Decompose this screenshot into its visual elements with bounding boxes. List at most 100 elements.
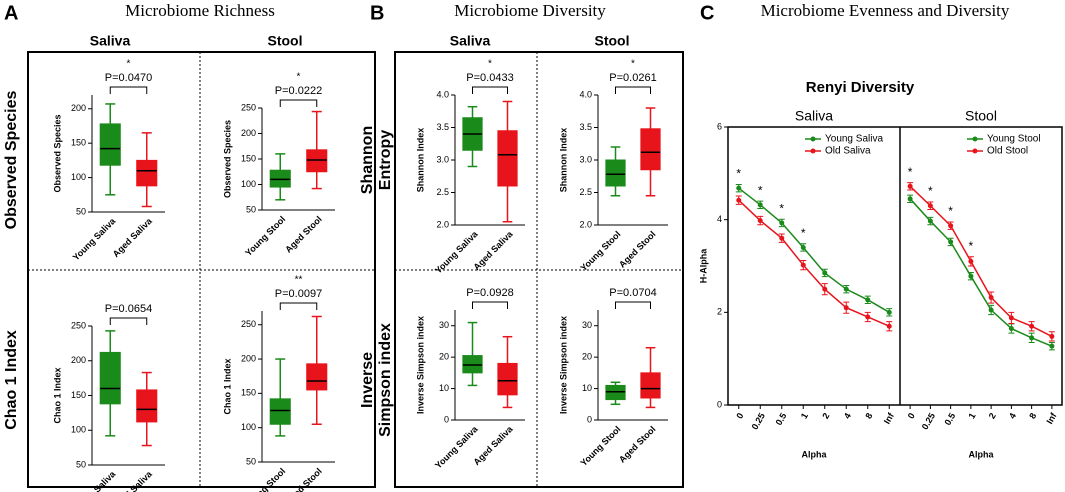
row-label: Observed Species bbox=[3, 91, 20, 230]
y-tick-label: 100 bbox=[71, 172, 86, 182]
y-axis-label: Shannon Index bbox=[558, 128, 568, 193]
box bbox=[269, 398, 291, 425]
y-tick-label: 4 bbox=[717, 214, 722, 224]
significance-bracket bbox=[109, 317, 148, 325]
significance-star: * bbox=[928, 184, 933, 198]
y-tick-label: 3.0 bbox=[579, 154, 592, 164]
y-tick-label: 200 bbox=[71, 355, 86, 365]
significance-star: * bbox=[488, 59, 492, 70]
y-tick-label: 2 bbox=[717, 307, 722, 317]
y-tick-label: 200 bbox=[241, 128, 256, 138]
x-tick-label: Aged Stool bbox=[617, 229, 658, 270]
significance-star: * bbox=[969, 239, 974, 253]
legend-label: Old Stool bbox=[987, 146, 1028, 157]
p-value: P=0.0097 bbox=[275, 288, 322, 300]
x-tick-label: 4 bbox=[842, 411, 853, 420]
y-tick-label: 200 bbox=[71, 103, 86, 113]
row-label: Simpson index bbox=[377, 323, 394, 437]
row-label: Shannon bbox=[359, 126, 376, 194]
data-point bbox=[1049, 343, 1055, 349]
box bbox=[462, 355, 483, 374]
p-value: P=0.0928 bbox=[466, 287, 513, 299]
x-axis-label: Alpha bbox=[801, 449, 827, 459]
data-point bbox=[886, 323, 892, 329]
x-tick-label: Inf bbox=[1045, 410, 1060, 425]
column-header: Saliva bbox=[450, 33, 491, 49]
data-point bbox=[927, 203, 933, 209]
y-tick-label: 2.0 bbox=[579, 219, 592, 229]
data-point bbox=[1008, 315, 1014, 321]
significance-star: ** bbox=[295, 275, 303, 286]
column-header: Stool bbox=[268, 33, 303, 49]
data-point bbox=[800, 244, 806, 250]
y-tick-label: 30 bbox=[439, 320, 449, 330]
x-tick-label: Aged Stool bbox=[617, 424, 658, 465]
data-point bbox=[1008, 326, 1014, 332]
y-tick-label: 10 bbox=[582, 383, 592, 393]
x-tick-label: Young Stool bbox=[243, 466, 287, 492]
series-line bbox=[738, 199, 890, 327]
y-tick-label: 200 bbox=[241, 353, 256, 363]
significance-star: * bbox=[758, 183, 763, 197]
x-tick-label: Aged Saliva bbox=[111, 468, 155, 492]
data-point bbox=[822, 286, 828, 292]
y-tick-label: 100 bbox=[241, 179, 256, 189]
column-header: Stool bbox=[595, 33, 630, 49]
x-tick-label: 0 bbox=[906, 411, 917, 420]
data-point bbox=[948, 239, 954, 245]
data-point bbox=[1029, 335, 1035, 341]
significance-bracket bbox=[279, 99, 318, 107]
x-tick-label: 8 bbox=[1027, 411, 1038, 420]
y-tick-label: 100 bbox=[71, 425, 86, 435]
y-axis-label: H-Alpha bbox=[698, 248, 708, 283]
significance-star: * bbox=[127, 59, 131, 70]
p-value: P=0.0654 bbox=[105, 303, 152, 315]
data-point bbox=[865, 314, 871, 320]
legend-label: Old Saliva bbox=[825, 146, 871, 157]
data-point bbox=[1029, 323, 1035, 329]
y-tick-label: 50 bbox=[76, 206, 86, 216]
box bbox=[136, 159, 158, 187]
data-point bbox=[779, 235, 785, 241]
panel-letter: C bbox=[700, 2, 714, 24]
x-tick-label: Young Stool bbox=[579, 229, 623, 273]
y-tick-label: 50 bbox=[76, 459, 86, 469]
box bbox=[99, 123, 121, 166]
y-tick-label: 150 bbox=[71, 390, 86, 400]
y-tick-label: 2.5 bbox=[436, 187, 449, 197]
x-tick-label: 0 bbox=[734, 411, 745, 420]
y-tick-label: 3.5 bbox=[579, 122, 592, 132]
data-point bbox=[886, 309, 892, 315]
y-tick-label: 250 bbox=[241, 319, 256, 329]
x-tick-label: 0.25 bbox=[750, 411, 767, 431]
box bbox=[136, 389, 158, 423]
y-tick-label: 0 bbox=[587, 414, 592, 424]
y-tick-label: 2.0 bbox=[436, 219, 449, 229]
significance-star: * bbox=[779, 201, 784, 215]
legend-marker bbox=[810, 148, 816, 154]
y-tick-label: 3.5 bbox=[436, 122, 449, 132]
panel-title: Microbiome Evenness and Diversity bbox=[761, 1, 1010, 20]
box bbox=[605, 159, 626, 187]
y-axis-label: Observed Species bbox=[52, 114, 62, 192]
x-tick-label: Aged Stool bbox=[283, 466, 324, 492]
series-line bbox=[909, 185, 1053, 338]
x-tick-label: Aged Stool bbox=[283, 214, 324, 255]
significance-bracket bbox=[472, 86, 508, 94]
y-axis-label: Observed Species bbox=[222, 120, 232, 198]
y-tick-label: 50 bbox=[246, 204, 256, 214]
row-label: Chao 1 Index bbox=[3, 330, 20, 430]
significance-bracket bbox=[472, 301, 508, 309]
data-point bbox=[736, 185, 742, 191]
y-tick-label: 150 bbox=[241, 388, 256, 398]
data-point bbox=[948, 223, 954, 229]
y-tick-label: 10 bbox=[439, 383, 449, 393]
x-tick-label: Young Saliva bbox=[71, 468, 118, 492]
x-tick-label: Young Saliva bbox=[433, 423, 480, 470]
data-point bbox=[757, 218, 763, 224]
y-tick-label: 2.5 bbox=[579, 187, 592, 197]
y-tick-label: 50 bbox=[246, 456, 256, 466]
x-tick-label: 0.5 bbox=[942, 411, 957, 427]
y-tick-label: 4.0 bbox=[579, 89, 592, 99]
x-tick-label: 1 bbox=[966, 411, 977, 420]
